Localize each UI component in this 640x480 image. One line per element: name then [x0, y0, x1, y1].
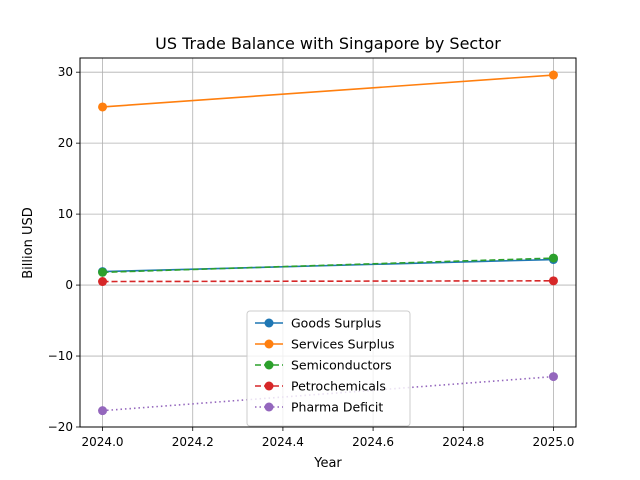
legend-marker-goods-surplus	[264, 318, 274, 328]
data-point-semiconductors	[98, 267, 108, 277]
y-tick-label: 20	[58, 136, 73, 150]
chart-title: US Trade Balance with Singapore by Secto…	[155, 34, 501, 53]
legend-label-services-surplus: Services Surplus	[291, 337, 395, 352]
data-point-services-surplus	[548, 70, 558, 80]
y-tick-label: 0	[65, 278, 73, 292]
series-layer	[98, 70, 558, 416]
legend-marker-semiconductors	[264, 360, 274, 370]
plot-area-frame	[79, 57, 577, 428]
x-tick-label: 2024.2	[172, 435, 214, 449]
legend-marker-pharma-deficit	[264, 402, 274, 412]
y-tick-label: 30	[58, 65, 73, 79]
legend-label-pharma-deficit: Pharma Deficit	[291, 400, 383, 415]
y-tick-label: −20	[48, 420, 73, 434]
y-tick-label: 10	[58, 207, 73, 221]
x-tick-label: 2024.4	[262, 435, 304, 449]
x-tick-label: 2024.6	[352, 435, 394, 449]
legend-label-goods-surplus: Goods Surplus	[291, 316, 381, 331]
legend-marker-services-surplus	[264, 339, 274, 349]
x-tick-label: 2024.0	[82, 435, 124, 449]
axis-ticks: 2024.0 2024.2 2024.4 2024.6 2024.8 2025.0 −20 −…	[48, 65, 575, 449]
legend-label-petrochemicals: Petrochemicals	[291, 379, 386, 394]
legend-box	[246, 310, 411, 427]
series-line-semiconductors	[102, 257, 554, 274]
x-axis-label: Year	[313, 456, 342, 471]
data-point-semiconductors	[548, 253, 558, 263]
legend-label-semiconductors: Semiconductors	[291, 358, 392, 373]
series-line-services-surplus	[102, 74, 554, 108]
y-axis-label: Billion USD	[21, 207, 36, 278]
grid	[80, 58, 576, 428]
x-tick-label: 2024.8	[442, 435, 484, 449]
data-point-pharma-deficit	[548, 372, 558, 382]
data-point-pharma-deficit	[98, 406, 108, 416]
data-point-petrochemicals	[98, 277, 108, 287]
data-point-services-surplus	[98, 102, 108, 112]
x-tick-label: 2025.0	[532, 435, 574, 449]
series-line-petrochemicals	[102, 280, 554, 283]
y-tick-label: −10	[48, 349, 73, 363]
legend-marker-petrochemicals	[264, 381, 274, 391]
legend: Goods Surplus Services Surplus Semiconduct…	[246, 310, 411, 427]
data-point-petrochemicals	[548, 276, 558, 286]
